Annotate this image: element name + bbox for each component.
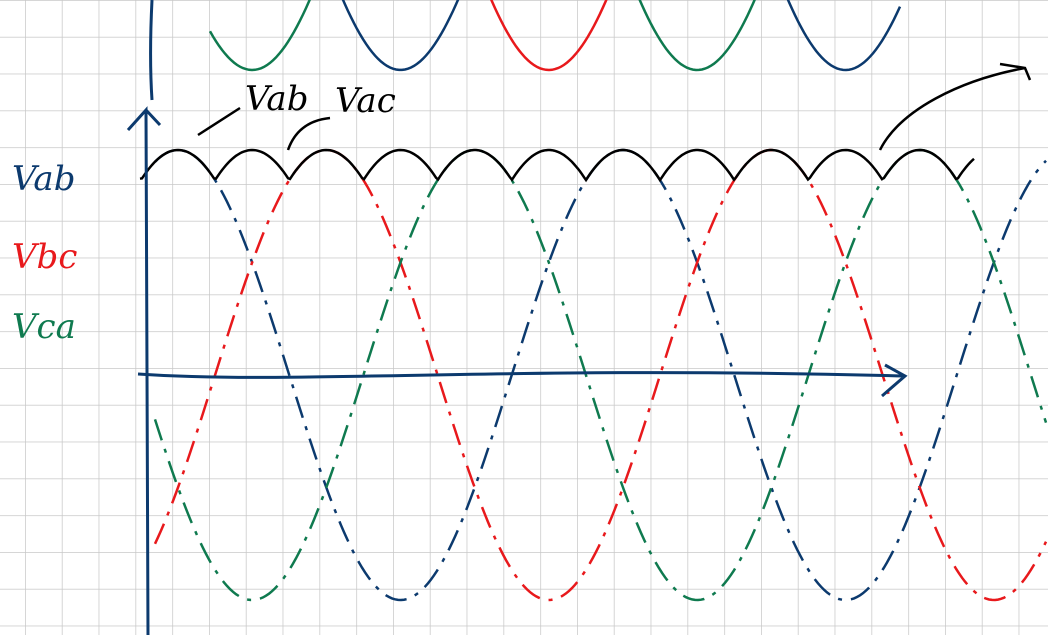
vertical-axis-top [151, 0, 153, 100]
annotation: Vac [335, 81, 396, 121]
legend-label: Vab [12, 159, 75, 199]
annotation: Vab [245, 79, 308, 119]
legend-label: Vbc [12, 237, 77, 277]
legend-label: Vca [12, 307, 76, 347]
sketch: Vab Vac Vab Vbc Vca [0, 0, 1048, 635]
